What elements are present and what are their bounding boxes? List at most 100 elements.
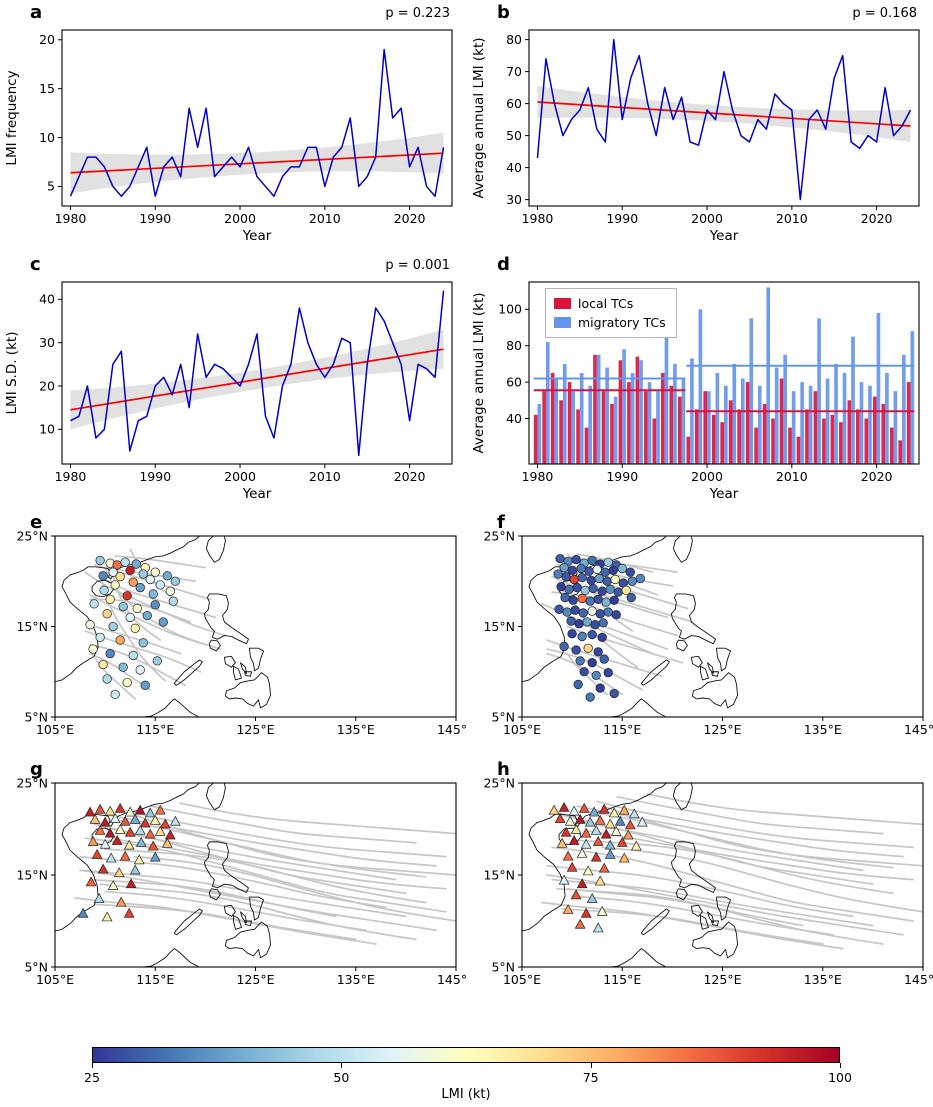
svg-text:15°N: 15°N [483, 619, 515, 634]
svg-text:1980: 1980 [55, 469, 87, 484]
svg-text:2010: 2010 [309, 469, 341, 484]
svg-text:135°E: 135°E [337, 972, 375, 987]
coastline-layer [522, 536, 738, 717]
svg-text:2020: 2020 [394, 211, 426, 226]
svg-text:40: 40 [39, 292, 55, 307]
svg-text:5°N: 5°N [24, 709, 48, 724]
svg-text:LMI frequency: LMI frequency [4, 70, 20, 165]
legend-label-local: local TCs [578, 296, 634, 311]
svg-text:115°E: 115°E [603, 972, 641, 987]
svg-text:LMI S.D. (kt): LMI S.D. (kt) [4, 332, 20, 415]
svg-text:125°E: 125°E [703, 722, 741, 737]
svg-text:2000: 2000 [224, 469, 256, 484]
svg-text:2010: 2010 [776, 211, 808, 226]
svg-text:115°E: 115°E [136, 972, 174, 987]
panel-a-chart: 1980 1990 2000 2010 2020 5 10 15 20 Year LMI frequ… [4, 29, 453, 244]
colorbar-tick-label: 50 [333, 1070, 350, 1085]
svg-text:50: 50 [506, 128, 522, 143]
svg-text:10: 10 [39, 422, 55, 437]
panel-g-map: 105°E 115°E 125°E 135°E 145°E 5°N 15°N 25°N [16, 775, 466, 987]
panel-e: e 105°E 115°E 125°E 135°E 145°E 5°N 15°N 25°N [0, 510, 466, 757]
svg-text:10: 10 [39, 130, 55, 145]
svg-text:Year: Year [242, 486, 272, 502]
panel-h-map: 105°E 115°E 125°E 135°E 145°E 5°N 15°N 25°N [483, 775, 933, 987]
data-line [69, 48, 445, 197]
svg-text:145°E: 145°E [904, 972, 933, 987]
panel-a-label: a [30, 2, 43, 23]
svg-text:60: 60 [506, 374, 522, 389]
legend-swatch-migratory [554, 317, 571, 328]
panel-b-chart: 1980 1990 2000 2010 2020 30 40 50 60 70 80 Year Aver… [471, 29, 920, 244]
svg-text:20: 20 [39, 378, 55, 393]
svg-text:Year: Year [242, 228, 272, 244]
panel-g: g 105°E 115°E 125°E 135°E 145°E 5°N 15°N 25°N [0, 757, 466, 1007]
svg-text:15°N: 15°N [16, 867, 48, 882]
svg-text:15°N: 15°N [483, 867, 515, 882]
svg-text:1980: 1980 [55, 211, 87, 226]
panel-d: d 1980 1990 2000 2010 2020 40 60 80 100 Year Avera… [467, 252, 933, 510]
svg-text:5°N: 5°N [491, 959, 515, 974]
legend: local TCs migratory TCs [545, 288, 677, 338]
panel-c: c p = 0.001 1980 1990 2000 2010 2020 10 20 30 40… [0, 252, 466, 510]
svg-text:40: 40 [506, 160, 522, 175]
svg-text:135°E: 135°E [337, 722, 375, 737]
svg-text:2020: 2020 [861, 469, 893, 484]
panel-b-pvalue: p = 0.168 [852, 6, 917, 21]
svg-text:105°E: 105°E [503, 972, 541, 987]
svg-text:15: 15 [39, 81, 55, 96]
svg-text:30: 30 [39, 335, 55, 350]
svg-text:Year: Year [709, 228, 739, 244]
trend-line [70, 348, 444, 411]
svg-text:1980: 1980 [522, 469, 554, 484]
svg-text:2000: 2000 [224, 211, 256, 226]
colorbar: 25 50 75 100 LMI (kt) [0, 1007, 933, 1107]
legend-swatch-local [554, 298, 571, 309]
svg-text:2020: 2020 [861, 211, 893, 226]
colorbar-tick [590, 1063, 592, 1068]
panel-a: a p = 0.223 1980 1990 2000 2010 2020 5 10 15 20 Y… [0, 0, 466, 252]
svg-text:105°E: 105°E [503, 722, 541, 737]
panel-d-label: d [497, 254, 510, 275]
panel-a-pvalue: p = 0.223 [385, 6, 450, 21]
svg-text:20: 20 [39, 32, 55, 47]
svg-text:25°N: 25°N [16, 775, 48, 790]
svg-text:2020: 2020 [394, 469, 426, 484]
colorbar-label: LMI (kt) [441, 1087, 491, 1102]
svg-text:115°E: 115°E [603, 722, 641, 737]
svg-text:2010: 2010 [776, 469, 808, 484]
svg-text:5°N: 5°N [24, 959, 48, 974]
svg-text:135°E: 135°E [804, 722, 842, 737]
colorbar-gradient [92, 1047, 840, 1063]
panel-e-label: e [30, 512, 43, 533]
panel-b-label: b [497, 2, 510, 23]
trend-line [70, 152, 444, 174]
svg-text:145°E: 145°E [904, 722, 933, 737]
svg-text:40: 40 [506, 411, 522, 426]
svg-text:2000: 2000 [691, 469, 723, 484]
svg-text:2000: 2000 [691, 211, 723, 226]
svg-text:1990: 1990 [139, 469, 171, 484]
colorbar-tick [92, 1063, 93, 1068]
tracks-layer [541, 793, 923, 950]
panel-h-label: h [497, 759, 510, 780]
data-line [70, 290, 445, 457]
svg-text:1990: 1990 [606, 469, 638, 484]
svg-text:60: 60 [506, 96, 522, 111]
svg-text:25°N: 25°N [16, 528, 48, 543]
svg-text:Average annual LMI (kt): Average annual LMI (kt) [471, 292, 487, 453]
panel-e-map: 105°E 115°E 125°E 135°E 145°E 5°N 15°N 25°N [16, 528, 466, 737]
svg-text:125°E: 125°E [236, 722, 274, 737]
legend-label-migratory: migratory TCs [578, 315, 666, 330]
svg-text:30: 30 [506, 192, 522, 207]
coastline-layer [55, 783, 271, 967]
panel-b: b p = 0.168 1980 1990 2000 2010 2020 30 40 50 60… [467, 0, 933, 252]
colorbar-tick-label: 25 [84, 1070, 100, 1085]
svg-text:Average annual LMI (kt): Average annual LMI (kt) [471, 37, 487, 198]
svg-text:1990: 1990 [139, 211, 171, 226]
svg-text:1980: 1980 [522, 211, 554, 226]
svg-text:100: 100 [498, 302, 522, 317]
svg-text:25°N: 25°N [483, 775, 515, 790]
panel-c-label: c [30, 254, 41, 275]
markers-layer [85, 555, 180, 700]
svg-text:2010: 2010 [309, 211, 341, 226]
